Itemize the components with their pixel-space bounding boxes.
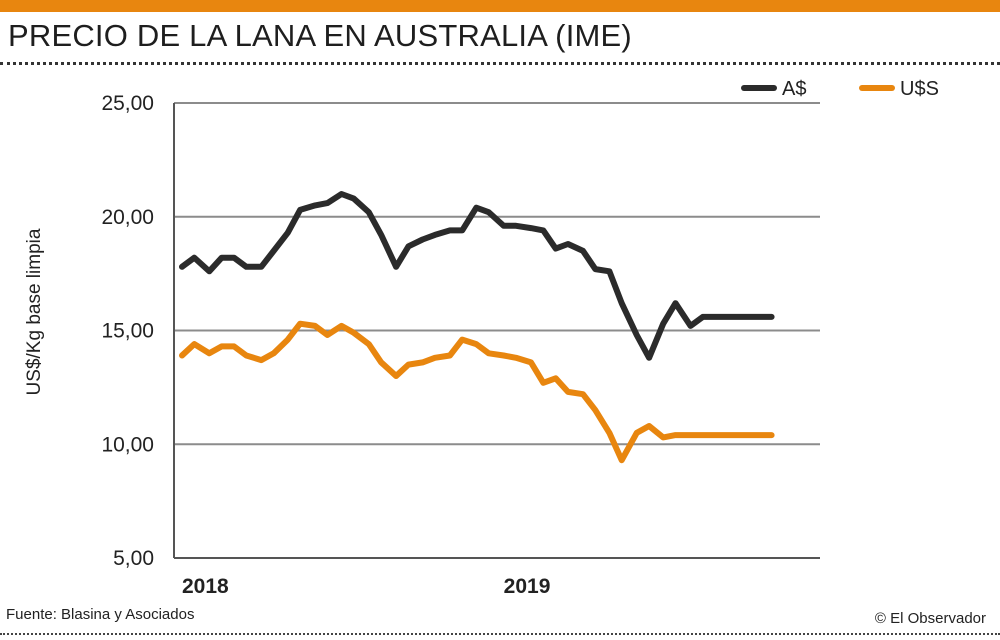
- source-note: Fuente: Blasina y Asociados: [6, 606, 195, 623]
- publisher-credit: © El Observador: [874, 610, 986, 627]
- top-accent-bar: [0, 0, 1000, 12]
- legend: A$ U$S: [741, 78, 939, 100]
- legend-label: A$: [782, 78, 806, 100]
- y-tick-label: 20,00: [101, 206, 154, 229]
- legend-label: U$S: [900, 78, 939, 100]
- series-line: [179, 191, 775, 361]
- y-tick-label: 10,00: [101, 433, 154, 456]
- y-tick-label: 5,00: [113, 547, 154, 570]
- series-lines: [179, 191, 775, 464]
- x-tick-label: 2019: [504, 575, 551, 598]
- x-tick-label: 2018: [182, 575, 229, 598]
- grid: [173, 102, 820, 559]
- chart-title: PRECIO DE LA LANA EN AUSTRALIA (IME): [8, 18, 632, 53]
- y-tick-label: 25,00: [101, 92, 154, 115]
- footer-divider: [0, 633, 1000, 635]
- series-line: [179, 320, 775, 464]
- x-axis-ticks: 2018 2019: [182, 575, 550, 598]
- y-axis-ticks: 5,00 10,00 15,00 20,00 25,00: [101, 92, 154, 570]
- y-tick-label: 15,00: [101, 320, 154, 343]
- y-axis-label: US$/Kg base limpia: [24, 228, 45, 395]
- title-divider: [0, 62, 1000, 65]
